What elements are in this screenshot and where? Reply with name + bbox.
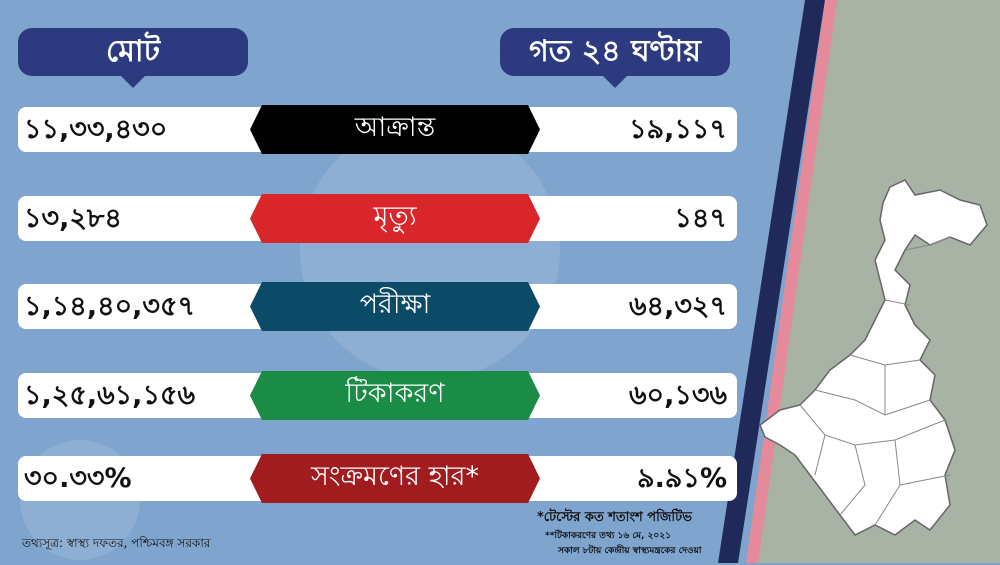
west-bengal-map-icon [759,179,988,536]
total-value: ১১,৩৩,৪৩০ [24,114,168,145]
stat-row-vaccination: ১,২৫,৬১,১৫৬ টিকাকরণ ৬০,১৩৬ [18,371,737,420]
stat-label: মৃত্যু [250,194,540,243]
last24-value: ১৯,১১৭ [629,114,727,145]
total-value: ১,১৪,৪০,৩৫৭ [24,291,196,322]
total-value: ১৩,২৮৪ [24,203,122,234]
vaccine-note-line2: সকাল ৮টায় কেন্দ্রীয় স্বাস্থ্যমন্ত্রকের… [558,546,702,556]
stat-row-positivity: ৩০.৩৩% সংক্রমণের হার* ৯.৯১% [18,454,737,503]
stat-row-infected: ১১,৩৩,৪৩০ আক্রান্ত ১৯,১১৭ [18,105,737,154]
last24-value: ৯.৯১% [637,463,727,494]
stat-row-tests: ১,১৪,৪০,৩৫৭ পরীক্ষা ৬৪,৩২৭ [18,282,737,331]
last24-value: ১৪৭ [674,203,727,234]
last24-value: ৬০,১৩৬ [629,380,727,411]
header-last-24-hours: গত ২৪ ঘণ্টায় [500,28,730,88]
stat-label: আক্রান্ত [250,105,540,154]
source-note: তথ্যসূত্র: স্বাস্থ্য দফতর, পশ্চিমবঙ্গ সর… [22,536,211,550]
stat-label: সংক্রমণের হার* [250,454,540,503]
positivity-note: *টেস্টের কত শতাংশ পজিটিভ [537,510,692,525]
total-value: ৩০.৩৩% [24,463,132,494]
total-value: ১,২৫,৬১,১৫৬ [24,380,196,411]
stat-label: পরীক্ষা [250,282,540,331]
stat-row-deaths: ১৩,২৮৪ মৃত্যু ১৪৭ [18,194,737,243]
last24-value: ৬৪,৩২৭ [629,291,727,322]
vaccine-note-line1: **টিকাকরণের তথ্য ১৬ মে, ২০২১ [545,531,671,541]
stat-label: টিকাকরণ [250,371,540,420]
virus-decoration [300,120,560,380]
header-total: মোট [18,28,248,88]
